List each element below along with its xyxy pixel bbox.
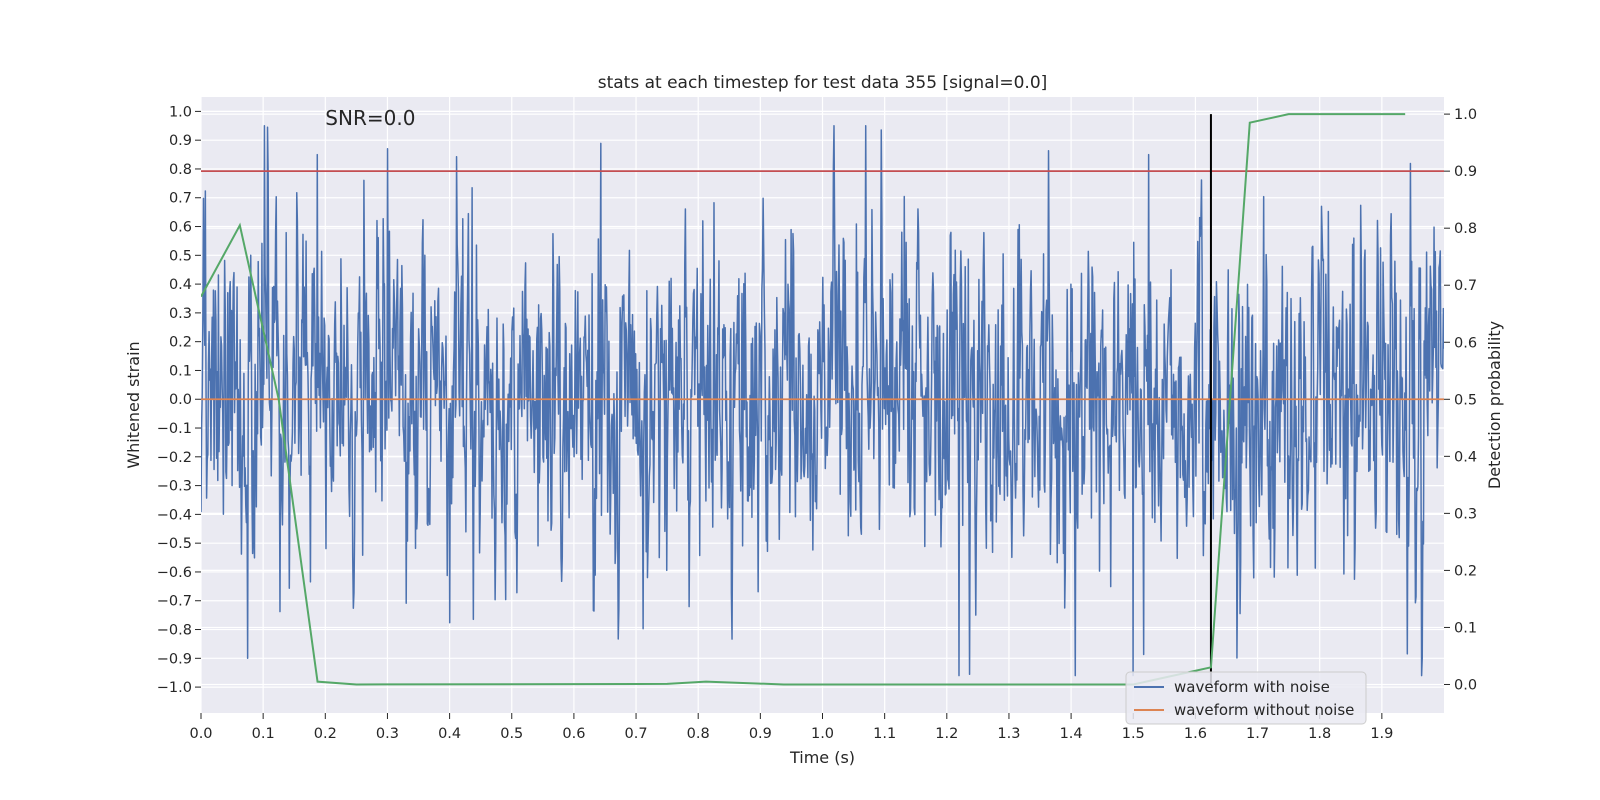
x-tick-label: 1.6 [1184,726,1207,742]
legend-label-clean: waveform without noise [1174,701,1354,719]
y-tick-label: 0.8 [169,162,192,178]
y-tick-label: −0.6 [157,565,192,581]
x-tick-label: 0.4 [438,726,461,742]
x-tick-label: 0.9 [749,726,772,742]
y-tick-label: −0.4 [157,507,192,523]
legend-label-noise: waveform with noise [1174,678,1330,696]
left-axis: 1.0 0.9 0.8 0.7 0.6 0.5 0.4 0.3 0.2 0.1 0.0 −0.1 −0.… [157,104,201,696]
x-tick-label: 1.4 [1060,726,1083,742]
x-tick-label: 1.8 [1308,726,1331,742]
y-tick-label: 0.6 [169,220,192,236]
x-tick-label: 1.0 [811,726,834,742]
x-axis-label: Time (s) [789,748,855,767]
y-right-tick-label: 0.5 [1454,392,1477,408]
x-tick-label: 1.2 [935,726,958,742]
y-tick-label: 0.4 [169,277,192,293]
y-tick-label: −0.8 [157,623,192,639]
y-axis-label: Whitened strain [124,341,143,468]
chart-title: stats at each timestep for test data 355… [598,73,1048,93]
y-tick-label: 0.9 [169,133,192,149]
x-axis: 0.0 0.1 0.2 0.3 0.4 0.5 0.6 0.7 0.8 0.9 1.0 1.1 1.2 1… [189,713,1393,742]
y-tick-label: 0.5 [169,248,192,264]
y-tick-label: 0.0 [169,392,192,408]
y-right-tick-label: 0.8 [1454,221,1477,237]
y-tick-label: −1.0 [157,680,192,696]
x-tick-label: 0.0 [189,726,212,742]
y-right-tick-label: 0.9 [1454,164,1477,180]
y-tick-label: −0.9 [157,651,192,667]
y-right-tick-label: 0.4 [1454,449,1477,465]
y-right-tick-label: 0.0 [1454,677,1477,693]
series-layer [201,113,1444,686]
y-right-tick-label: 0.6 [1454,335,1477,351]
y-right-tick-label: 0.3 [1454,506,1477,522]
y-tick-label: 0.2 [169,335,192,351]
snr-annotation: SNR=0.0 [325,106,415,130]
y-tick-label: −0.1 [157,421,192,437]
x-tick-label: 0.1 [252,726,275,742]
y-right-tick-label: 0.2 [1454,563,1477,579]
legend: waveform with noise waveform without noi… [1125,671,1367,725]
x-tick-label: 0.8 [687,726,710,742]
x-tick-label: 0.3 [376,726,399,742]
x-tick-label: 0.2 [314,726,337,742]
y-right-tick-label: 1.0 [1454,107,1477,123]
y-tick-label: 0.7 [169,191,192,207]
y-tick-label: −0.3 [157,479,192,495]
y-axis-right-label: Detection probability [1485,321,1504,489]
x-tick-label: 0.5 [500,726,523,742]
y-right-tick-label: 0.7 [1454,278,1477,294]
y-tick-label: −0.2 [157,450,192,466]
y-tick-label: 0.3 [169,306,192,322]
noise-waveform-line [201,125,1444,677]
y-tick-label: −0.7 [157,594,192,610]
right-axis: 1.0 0.9 0.8 0.7 0.6 0.5 0.4 0.3 0.2 0.1 0.0 [1444,107,1477,693]
legend-box [1125,671,1367,725]
x-tick-label: 1.1 [873,726,896,742]
x-tick-label: 0.6 [562,726,585,742]
x-tick-label: 0.7 [625,726,648,742]
x-tick-label: 1.7 [1246,726,1269,742]
y-right-tick-label: 0.1 [1454,620,1477,636]
x-tick-label: 1.9 [1370,726,1393,742]
x-tick-label: 1.5 [1122,726,1145,742]
x-tick-label: 1.3 [997,726,1020,742]
y-tick-label: −0.5 [157,536,192,552]
y-tick-label: 0.1 [169,363,192,379]
y-tick-label: 1.0 [169,104,192,120]
